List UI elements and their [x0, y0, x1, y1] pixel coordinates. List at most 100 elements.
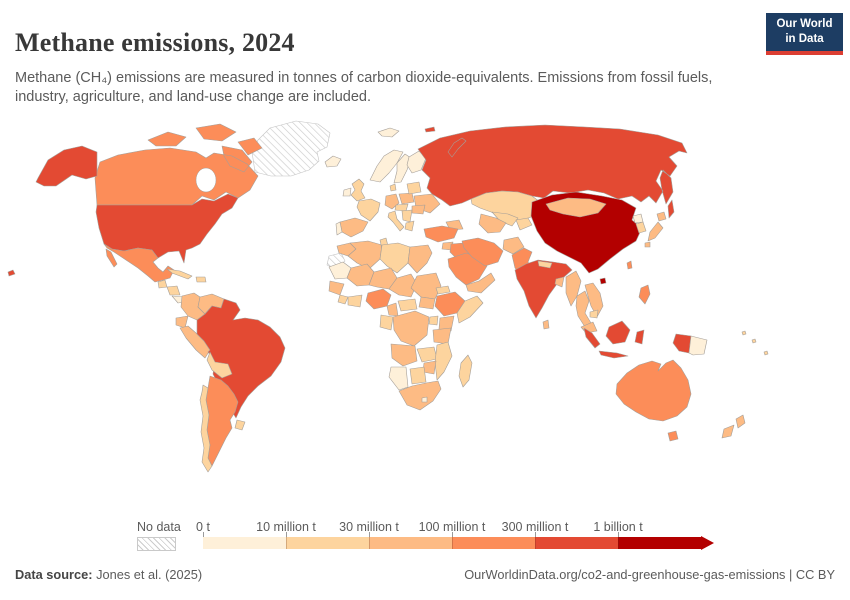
country-india[interactable] [514, 259, 573, 319]
country-baltics-belarus[interactable] [406, 181, 422, 195]
country-south-africa[interactable] [398, 380, 442, 411]
legend-bin-3[interactable] [452, 537, 535, 549]
country-gabon-congo[interactable] [379, 314, 394, 331]
country-brazil[interactable] [196, 298, 286, 419]
country-namibia[interactable] [388, 366, 409, 391]
country-denmark[interactable] [389, 183, 397, 192]
country-spain[interactable] [339, 217, 369, 238]
country-balkans[interactable] [401, 209, 413, 223]
legend-bin-4[interactable] [535, 537, 618, 549]
country-turkey[interactable] [423, 225, 459, 243]
legend-tick [618, 532, 619, 537]
country-mozambique[interactable] [434, 341, 453, 381]
country-sierra-leone-liberia[interactable] [337, 294, 349, 305]
country-romania[interactable] [411, 204, 426, 215]
owid-logo[interactable]: Our World in Data [766, 13, 843, 55]
country-united-kingdom[interactable] [350, 178, 366, 202]
country-bolivia[interactable] [206, 351, 233, 379]
country-madagascar[interactable] [458, 354, 473, 388]
country-nepal[interactable] [537, 260, 553, 269]
country-yemen-oman[interactable] [465, 272, 496, 294]
country-south-sudan[interactable] [418, 296, 436, 310]
country-canada[interactable] [94, 123, 263, 206]
countries-layer [7, 120, 769, 473]
country-afghanistan[interactable] [502, 236, 525, 255]
country-lesotho[interactable] [421, 396, 428, 403]
legend-bin-2[interactable] [369, 537, 452, 549]
country-uganda[interactable] [428, 315, 439, 326]
country-philippines[interactable] [638, 284, 651, 305]
country-zambia[interactable] [416, 346, 438, 363]
country-sudan[interactable] [410, 272, 442, 300]
legend-bin-label: 300 million t [501, 520, 569, 534]
country-central-europe[interactable] [394, 203, 409, 212]
country-france[interactable] [356, 198, 381, 222]
country-cameroon[interactable] [386, 302, 399, 317]
attribution-link[interactable]: OurWorldinData.org/co2-and-greenhouse-ga… [464, 567, 835, 582]
country-greenland[interactable] [251, 120, 331, 177]
country-sweden[interactable] [393, 153, 412, 184]
country-italy[interactable] [387, 210, 405, 232]
country-egypt[interactable] [407, 244, 433, 274]
country-honduras-nicaragua[interactable] [166, 285, 181, 296]
chart-footer: Data source: Jones et al. (2025) OurWorl… [15, 567, 835, 582]
country-new-zealand[interactable] [721, 414, 746, 439]
legend-bin-label: 0 t [196, 520, 210, 534]
country-ireland[interactable] [342, 187, 352, 197]
country-ghana-ivory-coast[interactable] [347, 294, 363, 308]
country-china[interactable] [530, 191, 643, 285]
country-kyrgyzstan-tajikistan[interactable] [515, 217, 533, 231]
country-libya[interactable] [379, 242, 411, 274]
country-poland[interactable] [398, 192, 415, 205]
country-angola[interactable] [390, 343, 418, 367]
legend-no-data-label: No data [137, 520, 181, 534]
country-finland[interactable] [406, 150, 427, 174]
country-tanzania[interactable] [432, 327, 452, 345]
country-portugal[interactable] [335, 221, 343, 236]
legend-bin-0[interactable] [203, 537, 286, 549]
country-chile[interactable] [199, 384, 213, 473]
country-taiwan[interactable] [626, 260, 633, 270]
country-dr-congo[interactable] [392, 310, 430, 347]
country-iran[interactable] [461, 237, 504, 267]
country-kenya[interactable] [438, 315, 455, 332]
country-hispaniola[interactable] [195, 276, 207, 283]
country-north-korea[interactable] [632, 213, 644, 224]
legend-bin-label: 100 million t [418, 520, 486, 534]
country-australia[interactable] [615, 359, 692, 442]
country-chad[interactable] [388, 273, 418, 298]
country-greece[interactable] [404, 220, 415, 232]
country-japan[interactable] [644, 211, 667, 248]
country-mexico[interactable] [103, 243, 175, 283]
country-pacific-islands[interactable] [741, 330, 769, 356]
country-papua-new-guinea[interactable] [688, 335, 708, 356]
legend-bin-1[interactable] [286, 537, 369, 549]
country-botswana[interactable] [409, 366, 427, 385]
legend-no-data-swatch[interactable] [137, 537, 176, 551]
country-eritrea-djibouti[interactable] [435, 285, 451, 295]
country-norway[interactable] [369, 149, 404, 183]
country-senegal-guinea[interactable] [328, 280, 345, 296]
legend-bin-5[interactable] [618, 537, 701, 549]
country-uruguay[interactable] [234, 419, 246, 431]
country-svalbard[interactable] [377, 127, 400, 138]
legend-bin-label: 30 million t [339, 520, 399, 534]
country-somalia[interactable] [456, 295, 484, 324]
country-russia[interactable] [417, 124, 688, 219]
country-sri-lanka[interactable] [542, 319, 550, 330]
data-source-value: Jones et al. (2025) [96, 567, 203, 582]
country-cuba[interactable] [166, 268, 193, 280]
country-central-african-republic[interactable] [397, 298, 418, 312]
legend-tick [286, 532, 287, 537]
country-mongolia[interactable] [545, 197, 607, 218]
country-vietnam-laos[interactable] [584, 282, 604, 318]
country-indonesia[interactable] [583, 320, 692, 359]
country-iceland[interactable] [324, 155, 342, 168]
country-turkmenistan[interactable] [478, 213, 507, 234]
country-bangladesh[interactable] [554, 276, 565, 288]
country-south-korea[interactable] [635, 221, 647, 234]
country-cambodia[interactable] [589, 309, 599, 319]
legend-bin-label: 10 million t [256, 520, 316, 534]
